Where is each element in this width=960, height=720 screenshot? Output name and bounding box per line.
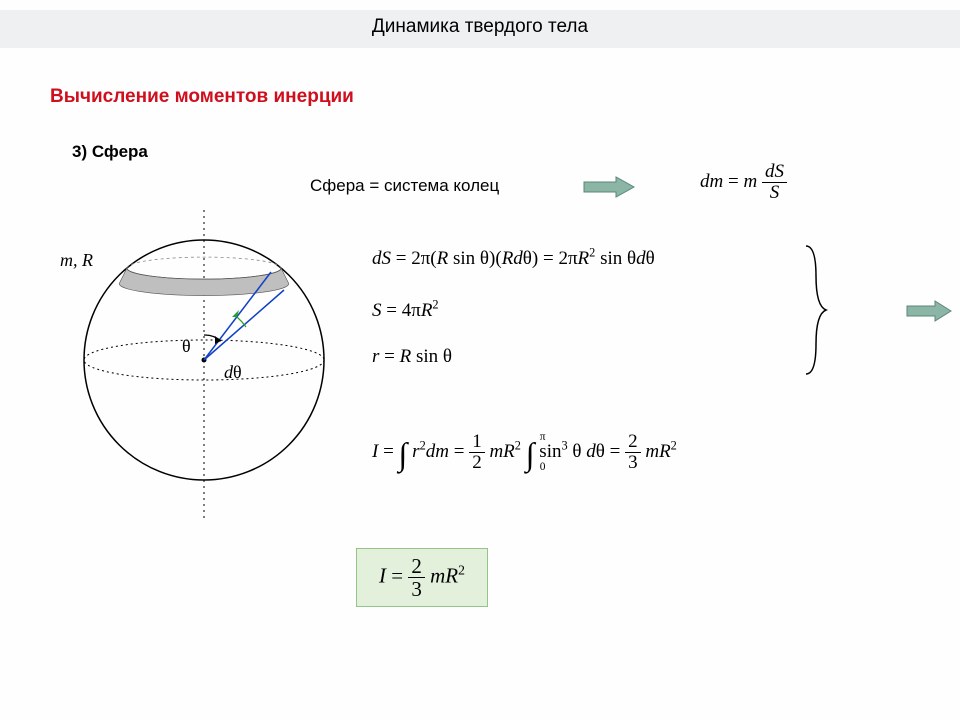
item-heading: 3) Сфера [72, 142, 148, 162]
arrow-shape [584, 177, 634, 197]
implies-arrow-icon-2 [905, 296, 955, 326]
item-name: Сфера [92, 142, 148, 161]
brace-icon [800, 240, 830, 380]
arrow-shape [907, 301, 951, 321]
section-heading: Вычисление моментов инерции [50, 86, 354, 108]
eq-r: r = R sin θ [372, 346, 452, 368]
sphere-diagram: θ dθ [64, 210, 344, 520]
dtheta-label: dθ [224, 362, 242, 382]
dtheta-arc [237, 317, 246, 327]
sphere-as-rings-text: Сфера = система колец [310, 176, 499, 196]
page-title: Динамика твердого тела [0, 16, 960, 38]
eq-I-derivation: I = ∫ r2dm = 12 mR2 ∫π0 sin3 θ dθ = 23 m… [372, 432, 677, 473]
theta-label: θ [182, 336, 191, 356]
eq-dm: dm = m dSS [700, 162, 787, 203]
item-number: 3) [72, 142, 87, 161]
eq-dS: dS = 2π(R sin θ)(Rdθ) = 2πR2 sin θdθ [372, 248, 655, 270]
result-box: I = 23 mR2 [356, 548, 488, 607]
diagram-mR-label: m, R [60, 250, 93, 271]
eq-S: S = 4πR2 [372, 300, 439, 322]
implies-arrow-icon [580, 172, 640, 202]
